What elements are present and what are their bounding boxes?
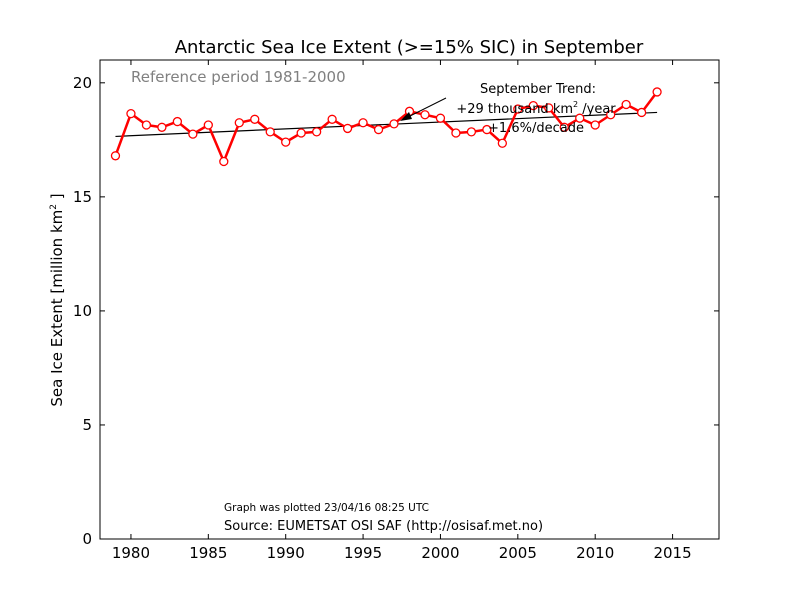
x-tick-label: 1980	[112, 544, 150, 562]
data-point	[435, 113, 446, 123]
x-tick-label: 2015	[653, 544, 691, 562]
y-tick-label: 20	[73, 74, 92, 92]
y-axis: 0 5 10 15 20	[73, 74, 719, 548]
data-point	[652, 87, 662, 97]
y-axis-label-sup: 2	[49, 204, 59, 210]
data-point	[110, 151, 121, 161]
data-point	[281, 137, 291, 147]
data-point	[219, 156, 229, 167]
data-point	[358, 118, 368, 128]
data-point	[389, 119, 399, 129]
data-point	[311, 127, 322, 137]
data-point	[188, 129, 198, 139]
data-point	[296, 128, 306, 138]
y-axis-label: Sea Ice Extent [million km2 ]	[48, 193, 66, 406]
annotation-line-2: +29 thousand km2 /year	[456, 100, 616, 117]
data-point	[126, 108, 136, 119]
y-tick-label: 15	[73, 188, 92, 206]
data-points	[110, 87, 662, 167]
y-axis-label-end: ]	[48, 193, 66, 204]
chart-title: Antarctic Sea Ice Extent (>=15% SIC) in …	[175, 37, 644, 58]
x-tick-label: 2000	[421, 544, 459, 562]
data-point	[497, 138, 508, 148]
data-point	[141, 120, 152, 130]
data-point	[157, 122, 167, 132]
x-tick-label: 2005	[499, 544, 537, 562]
data-point	[234, 118, 244, 128]
trend-annotation: September Trend: +29 thousand km2 /year …	[400, 82, 616, 136]
data-point	[590, 120, 600, 130]
data-point	[373, 124, 384, 135]
x-tick-label: 1995	[344, 544, 382, 562]
data-point	[606, 110, 616, 120]
x-tick-label: 2010	[576, 544, 614, 562]
data-point	[466, 127, 477, 137]
annotation-line-2-end: /year	[578, 102, 616, 117]
data-point	[203, 120, 213, 130]
data-point	[451, 128, 461, 138]
data-point	[636, 107, 647, 118]
data-point	[342, 123, 353, 134]
plotted-timestamp: Graph was plotted 23/04/16 08:25 UTC	[224, 502, 429, 514]
y-tick-label: 0	[82, 530, 92, 548]
y-tick-label: 10	[73, 302, 92, 320]
source-label: Source: EUMETSAT OSI SAF (http://osisaf.…	[224, 519, 543, 534]
data-point	[513, 104, 523, 114]
data-point	[544, 103, 554, 113]
arrow-head-icon	[400, 112, 412, 121]
data-point	[559, 122, 569, 132]
trend-line	[115, 111, 658, 138]
reference-period-label: Reference period 1981-2000	[131, 68, 346, 86]
annotation-line-1: September Trend:	[480, 82, 596, 97]
data-point	[575, 113, 585, 123]
data-point	[172, 116, 183, 127]
plot-area: 1980 1985 1990 1995 2000 2005 2010 2015 0 5 10 15 2…	[73, 59, 720, 562]
y-axis-label-main: Sea Ice Extent [million km	[48, 210, 66, 407]
annotation-line-3: +1.6%/decade	[488, 121, 584, 136]
y-tick-label: 5	[82, 416, 92, 434]
annotation-line-2-main: +29 thousand km	[456, 102, 573, 117]
data-point	[250, 114, 260, 124]
x-tick-label: 1990	[267, 544, 305, 562]
data-point	[327, 114, 337, 124]
x-axis: 1980 1985 1990 1995 2000 2005 2010 2015	[112, 60, 692, 562]
x-tick-label: 1985	[189, 544, 227, 562]
data-point	[265, 127, 275, 137]
data-point	[482, 124, 492, 135]
data-point	[528, 100, 538, 111]
data-point	[621, 99, 631, 110]
annotation-line-2-sup: 2	[573, 100, 578, 109]
data-point	[420, 110, 430, 120]
axes-frame	[99, 59, 720, 540]
